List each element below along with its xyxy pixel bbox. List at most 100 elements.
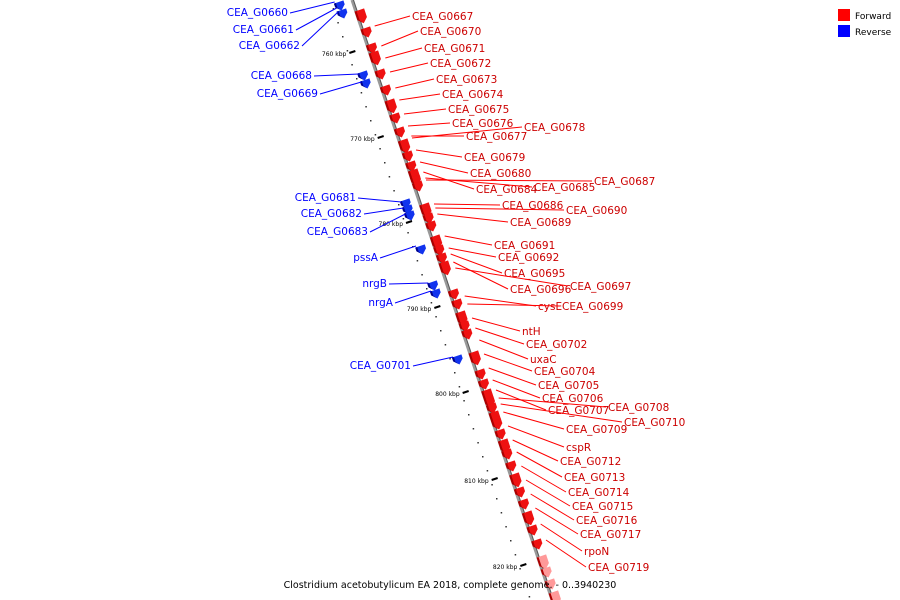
forward-feature: [389, 112, 401, 124]
genome-caption: Clostridium acetobutylicum EA 2018, comp…: [284, 580, 617, 591]
reverse-feature: [403, 210, 415, 221]
forward-leader-line: [407, 122, 451, 127]
minor-tick: [360, 92, 363, 94]
reverse-feature: [359, 78, 371, 89]
forward-gene-label: CEA_G0692: [498, 252, 559, 264]
forward-feature: [544, 578, 556, 590]
forward-gene-label: CEA_G0676: [452, 118, 514, 130]
forward-feature: [411, 180, 423, 192]
forward-leader-line: [498, 397, 607, 408]
forward-leader-line: [411, 126, 523, 139]
forward-feature: [494, 428, 506, 440]
forward-gene-label: ntH: [522, 326, 541, 338]
forward-gene-label: CEA_G0708: [608, 402, 669, 414]
forward-feature: [517, 498, 529, 510]
major-tick-mark: [491, 477, 498, 481]
minor-tick: [482, 456, 484, 458]
forward-leader-line: [516, 451, 563, 478]
forward-gene-label: CEA_G0679: [464, 152, 525, 164]
minor-tick: [524, 582, 526, 584]
forward-leader-line: [399, 93, 441, 101]
forward-gene-label: CEA_G0675: [448, 104, 509, 116]
tick-label: 780 kbp: [379, 221, 404, 228]
forward-feature: [526, 524, 538, 536]
reverse-gene-label: CEA_G0683: [307, 226, 368, 238]
forward-gene-label: CEA_G0699: [562, 301, 623, 313]
minor-tick: [468, 414, 470, 416]
forward-gene-label: cysE: [538, 301, 562, 313]
forward-feature: [447, 288, 459, 300]
reverse-gene-label: pssA: [353, 252, 379, 264]
minor-tick: [435, 316, 437, 318]
reverse-leader-line: [295, 7, 337, 31]
forward-feature: [438, 260, 451, 276]
forward-gene-label: CEA_G0702: [526, 339, 587, 351]
forward-leader-line: [492, 379, 541, 399]
forward-gene-label: CEA_G0677: [466, 131, 527, 143]
forward-feature: [405, 160, 417, 172]
major-tick-mark: [520, 563, 527, 567]
forward-feature: [497, 438, 511, 454]
forward-feature: [379, 84, 391, 96]
forward-gene-label: CEA_G0684: [476, 184, 538, 196]
minor-tick: [416, 260, 419, 262]
genome-backbone: [350, 0, 554, 600]
forward-feature: [429, 234, 443, 250]
forward-leader-line: [471, 317, 521, 332]
reverse-feature: [427, 280, 439, 291]
forward-leader-line: [437, 213, 509, 223]
forward-leader-line: [444, 235, 493, 246]
minor-tick: [365, 106, 367, 108]
reverse-leader-line: [379, 245, 417, 259]
forward-gene-label: CEA_G0678: [524, 122, 585, 134]
minor-tick: [430, 302, 433, 304]
minor-tick: [421, 274, 423, 276]
reverse-feature: [429, 288, 441, 299]
forward-leader-line: [521, 465, 567, 493]
forward-gene-label: CEA_G0716: [576, 515, 638, 527]
minor-tick: [440, 330, 442, 332]
forward-leader-line: [425, 179, 593, 182]
forward-feature: [435, 252, 447, 264]
reverse-feature: [415, 244, 427, 255]
tick-label: 760 kbp: [322, 51, 347, 58]
forward-leader-line: [464, 295, 537, 307]
minor-tick: [458, 386, 461, 388]
forward-feature: [360, 26, 372, 38]
legend-swatch: [838, 9, 850, 21]
forward-leader-line: [535, 507, 579, 535]
reverse-leader-line: [394, 290, 432, 304]
minor-tick: [528, 596, 531, 598]
legend-swatch: [838, 25, 850, 37]
minor-tick: [337, 22, 339, 24]
genome-backbone-edge: [353, 0, 554, 600]
forward-leader-line: [453, 261, 509, 290]
forward-feature: [354, 8, 367, 24]
reverse-gene-label: nrgB: [362, 278, 387, 290]
major-tick-mark: [377, 135, 384, 139]
forward-feature: [540, 566, 552, 578]
forward-feature: [393, 126, 405, 138]
minor-tick: [472, 428, 475, 430]
minor-tick: [449, 358, 451, 360]
minor-tick: [402, 218, 405, 220]
forward-gene-label: uxaC: [530, 354, 557, 366]
forward-gene-label: CEA_G0667: [412, 11, 473, 23]
forward-gene-label: CEA_G0696: [510, 284, 572, 296]
forward-gene-label: CEA_G0715: [572, 501, 633, 513]
forward-leader-line: [488, 367, 537, 386]
forward-gene-label: CEA_G0714: [568, 487, 630, 499]
forward-leader-line: [545, 539, 587, 568]
forward-feature: [425, 220, 437, 232]
forward-gene-label: CEA_G0689: [510, 217, 571, 229]
forward-feature: [521, 510, 535, 526]
forward-gene-label: CEA_G0717: [580, 529, 641, 541]
forward-feature: [531, 538, 543, 550]
forward-feature: [455, 310, 468, 326]
forward-feature: [491, 418, 503, 430]
forward-leader-line: [503, 411, 565, 430]
forward-feature: [422, 212, 434, 224]
forward-leader-line: [512, 439, 559, 462]
minor-tick: [384, 162, 386, 164]
legend-label: Reverse: [855, 28, 892, 38]
